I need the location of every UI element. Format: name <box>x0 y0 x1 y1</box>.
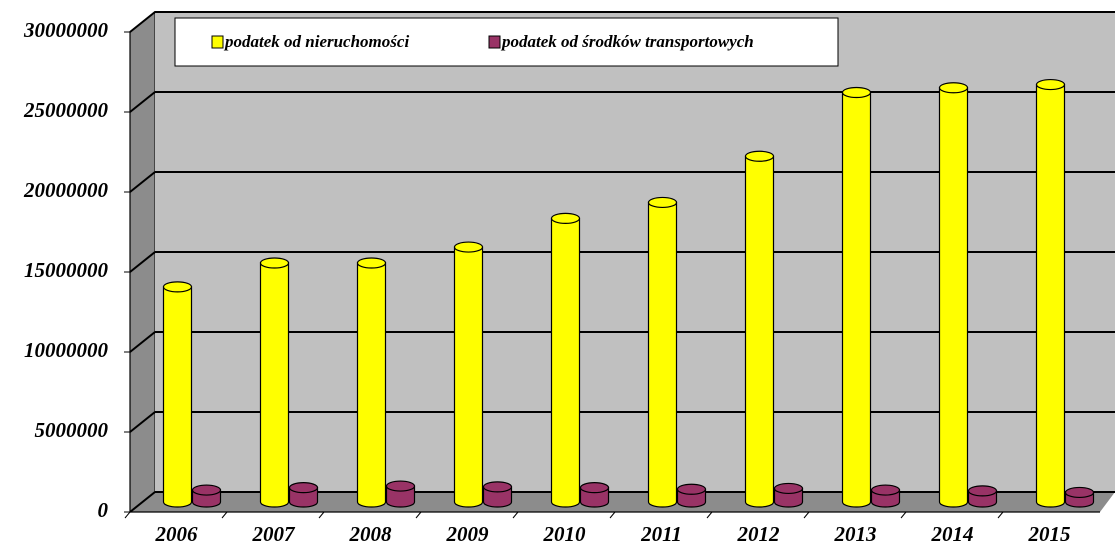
cylinder-top <box>162 281 193 293</box>
x-tick-label: 2008 <box>349 522 393 546</box>
y-tick-label: 25000000 <box>23 98 109 122</box>
x-tick <box>318 511 325 519</box>
cylinder-top <box>938 82 969 94</box>
cylinder-top <box>1035 78 1066 91</box>
y-tick-label: 0 <box>98 498 109 522</box>
cylinder <box>744 155 775 508</box>
cylinder-top <box>453 241 484 253</box>
legend-swatch <box>211 35 224 49</box>
x-tick-label: 2015 <box>1028 522 1071 546</box>
x-tick <box>415 511 422 519</box>
cylinder <box>356 262 387 508</box>
x-tick <box>124 511 131 519</box>
legend <box>174 17 839 67</box>
cylinder-top <box>356 257 387 269</box>
cylinder-top <box>870 484 901 496</box>
cylinder-top <box>191 484 222 496</box>
cylinder-top <box>773 482 804 495</box>
y-tick-label: 5000000 <box>35 418 109 442</box>
legend-label: podatek od nieruchomości <box>223 32 409 51</box>
x-tick-label: 2007 <box>252 522 297 546</box>
cylinder-top <box>385 480 416 492</box>
cylinder-top <box>967 485 998 497</box>
cylinder-top <box>550 212 581 224</box>
x-tick-label: 2006 <box>155 522 199 546</box>
x-tick-label: 2011 <box>640 522 682 546</box>
cylinder <box>550 217 581 508</box>
y-tick-label: 30000000 <box>23 18 109 42</box>
grid-line <box>129 331 1115 353</box>
y-tick-label: 15000000 <box>24 258 109 282</box>
cylinder-top <box>259 257 290 269</box>
cylinder <box>938 87 969 508</box>
grid-line <box>129 91 1115 113</box>
x-tick <box>221 511 228 519</box>
grid-line <box>129 411 1115 433</box>
cylinder <box>162 286 193 508</box>
cylinder <box>385 485 416 508</box>
grid-line <box>129 171 1115 193</box>
x-tick <box>900 511 907 519</box>
grid: 0 5000000 10000000 15000000 20000000 25000000… <box>23 11 1115 546</box>
x-tick-label: 2013 <box>834 522 877 546</box>
cylinder <box>453 246 484 508</box>
cylinder <box>647 201 678 508</box>
x-tick-label: 2010 <box>543 522 587 546</box>
marks <box>162 78 1095 508</box>
grid-line <box>129 251 1115 273</box>
cylinder-top <box>482 481 513 493</box>
legend-swatch <box>488 35 501 49</box>
x-tick <box>997 511 1004 519</box>
cylinder-top <box>647 196 678 209</box>
grid-line <box>129 11 1115 33</box>
x-tick-label: 2012 <box>737 522 781 546</box>
cylinder-top <box>744 150 775 162</box>
cylinder <box>1035 83 1066 508</box>
cylinder-top <box>288 482 319 494</box>
cylinder-top <box>579 482 610 494</box>
x-tick <box>512 511 519 519</box>
x-tick <box>706 511 713 519</box>
cylinder-top <box>676 483 707 495</box>
y-tick-label: 10000000 <box>24 338 109 362</box>
x-tick-label: 2014 <box>931 522 974 546</box>
cylinder <box>841 91 872 508</box>
cylinder <box>482 486 513 508</box>
cylinder-top <box>1064 486 1095 499</box>
legend-items: podatek od nieruchomości podatek od środk… <box>211 32 754 51</box>
y-tick-label: 20000000 <box>23 178 109 202</box>
cylinder-top <box>841 86 872 99</box>
x-tick-label: 2009 <box>446 522 490 546</box>
legend-label: podatek od środków transportowych <box>500 32 754 51</box>
cylinder <box>259 262 290 508</box>
x-tick <box>803 511 810 519</box>
x-tick <box>609 511 616 519</box>
